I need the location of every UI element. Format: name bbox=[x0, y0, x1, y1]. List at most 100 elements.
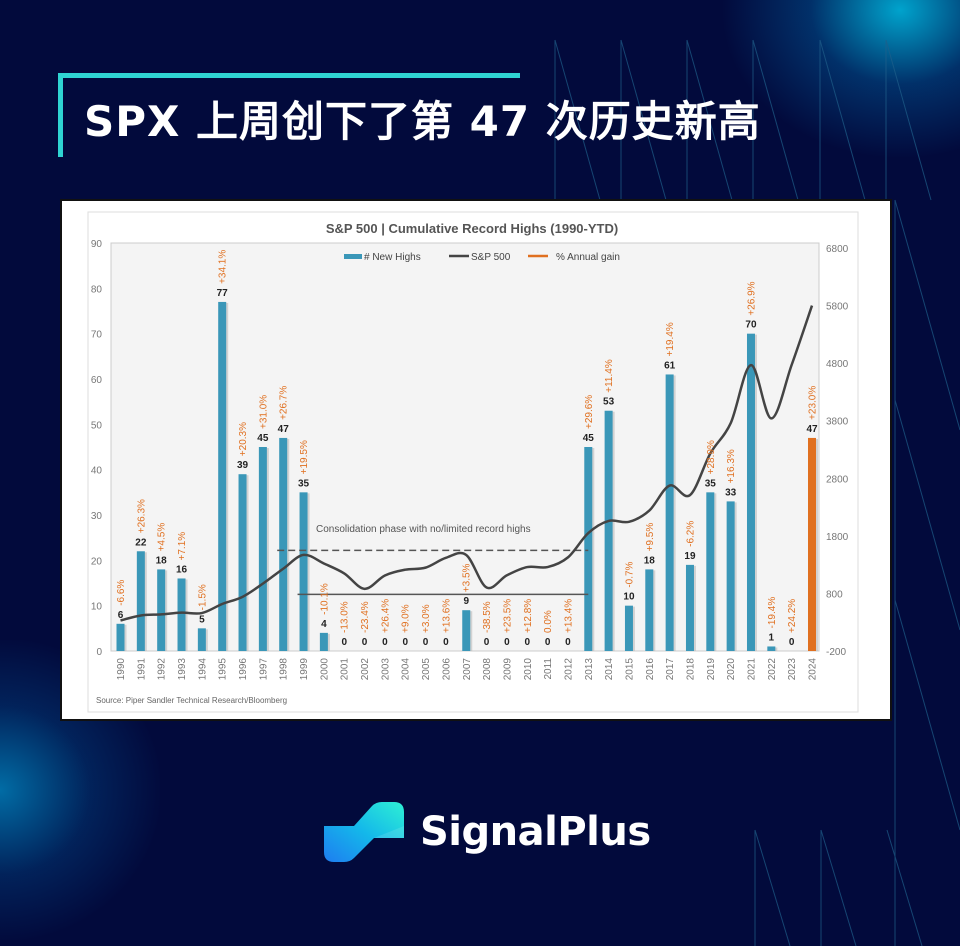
annual-gain-label: +24.2% bbox=[787, 599, 798, 633]
x-axis-year-label: 2022 bbox=[767, 658, 778, 681]
signalplus-logo: SignalPlus bbox=[320, 800, 651, 864]
left-axis-tick: 50 bbox=[91, 420, 103, 431]
bar-value-label: 0 bbox=[423, 637, 429, 648]
bar-value-label: 0 bbox=[524, 637, 530, 648]
x-axis-year-label: 1994 bbox=[197, 658, 208, 681]
annual-gain-label: +13.4% bbox=[563, 599, 574, 633]
legend-label-sp500: S&P 500 bbox=[471, 252, 511, 263]
x-axis-year-label: 1997 bbox=[258, 658, 269, 681]
chart-legend: # New Highs S&P 500 % Annual gain bbox=[344, 252, 620, 263]
x-axis-year-label: 2017 bbox=[665, 658, 676, 681]
x-axis-year-label: 2024 bbox=[808, 658, 819, 681]
annual-gain-label: +26.7% bbox=[279, 386, 290, 420]
annual-gain-label: +29.6% bbox=[584, 395, 595, 429]
annual-gain-label: +3.5% bbox=[462, 563, 473, 592]
bar bbox=[258, 447, 267, 651]
bar bbox=[604, 410, 613, 651]
signalplus-logo-text: SignalPlus bbox=[420, 809, 651, 855]
left-axis-tick: 60 bbox=[91, 375, 103, 386]
x-axis-year-label: 2008 bbox=[482, 658, 493, 681]
bar-value-label: 19 bbox=[684, 551, 696, 562]
title-accent-bar bbox=[58, 73, 520, 78]
right-axis-tick: 6800 bbox=[826, 244, 849, 255]
bar-value-label: 45 bbox=[583, 433, 595, 444]
bar-value-label: 22 bbox=[135, 537, 147, 548]
right-axis-tick: 5800 bbox=[826, 302, 849, 313]
x-axis-year-label: 1999 bbox=[299, 658, 310, 681]
annual-gain-label: +31.0% bbox=[258, 395, 269, 429]
bar-value-label: 33 bbox=[725, 487, 737, 498]
bar-value-label: 0 bbox=[545, 637, 551, 648]
annual-gain-label: +26.3% bbox=[136, 499, 147, 533]
x-axis-year-label: 2001 bbox=[340, 658, 351, 681]
annual-gain-label: +13.6% bbox=[441, 599, 452, 633]
x-axis-year-label: 2015 bbox=[624, 658, 635, 681]
left-axis-tick: 40 bbox=[91, 466, 103, 477]
annual-gain-labels: -6.6% +26.3% +4.5% +7.1% -1.5% +34.1% +20.3% +3… bbox=[116, 250, 819, 633]
bar-value-label: 4 bbox=[321, 619, 327, 630]
x-axis-year-label: 2005 bbox=[421, 658, 432, 681]
bar-value-label: 35 bbox=[705, 478, 717, 489]
bar-value-label: 61 bbox=[664, 360, 676, 371]
annual-gain-label: +28.9% bbox=[706, 440, 717, 474]
bar bbox=[177, 578, 186, 651]
bar-value-label: 1 bbox=[769, 632, 775, 643]
annual-gain-label: -6.2% bbox=[685, 521, 696, 547]
x-axis-year-label: 2018 bbox=[685, 658, 696, 681]
annual-gain-label: +26.9% bbox=[746, 281, 757, 315]
annual-gain-label: +4.5% bbox=[157, 523, 168, 552]
bar bbox=[767, 646, 776, 651]
annual-gain-label: 0.0% bbox=[543, 610, 554, 633]
right-axis-tick: 3800 bbox=[826, 417, 849, 428]
annual-gain-label: +26.4% bbox=[380, 599, 391, 633]
annual-gain-label: -10.1% bbox=[319, 583, 330, 615]
left-axis-tick: 90 bbox=[91, 239, 103, 250]
right-axis-tick: 800 bbox=[826, 589, 843, 600]
x-axis-year-label: 2011 bbox=[543, 658, 554, 680]
annual-gain-label: +23.5% bbox=[502, 599, 513, 633]
x-axis-year-label: 2016 bbox=[645, 658, 656, 681]
bar-value-label: 18 bbox=[644, 555, 656, 566]
x-axis-year-labels: 1990 1991 1992 1993 1994 1995 1996 1997 1998 1999… bbox=[116, 658, 819, 681]
x-axis-year-label: 2019 bbox=[706, 658, 717, 681]
bar-value-label: 10 bbox=[623, 592, 635, 603]
x-axis-year-label: 2010 bbox=[523, 658, 534, 681]
bar bbox=[665, 374, 674, 651]
bar bbox=[238, 474, 247, 651]
right-axis-tick: 2800 bbox=[826, 474, 849, 485]
bar-value-label: 0 bbox=[443, 637, 449, 648]
bar bbox=[462, 610, 471, 651]
bar-value-label: 16 bbox=[176, 564, 188, 575]
bar bbox=[746, 333, 755, 651]
annual-gain-label: +16.3% bbox=[726, 449, 737, 483]
legend-label-new-highs: # New Highs bbox=[364, 252, 421, 263]
bar-value-label: 0 bbox=[504, 637, 510, 648]
right-y-axis: -200 800 1800 2800 3800 4800 5800 6800 bbox=[826, 244, 849, 658]
x-axis-year-label: 1992 bbox=[157, 658, 168, 681]
x-axis-year-label: 2009 bbox=[502, 658, 513, 681]
plot-area bbox=[110, 242, 820, 652]
background-glow-top-right bbox=[720, 0, 960, 160]
sp500-line bbox=[120, 305, 814, 622]
annual-gain-label: -19.4% bbox=[767, 597, 778, 629]
legend-label-annual-gain: % Annual gain bbox=[556, 252, 620, 263]
left-axis-tick: 10 bbox=[91, 602, 103, 613]
consolidation-annotation: Consolidation phase with no/limited reco… bbox=[316, 524, 531, 535]
x-axis-year-label: 1990 bbox=[116, 658, 127, 681]
right-axis-tick: 1800 bbox=[826, 532, 849, 543]
x-axis-year-label: 2002 bbox=[360, 658, 371, 681]
bar-value-label: 70 bbox=[745, 320, 757, 331]
x-axis-year-label: 1995 bbox=[218, 658, 229, 681]
left-axis-tick: 80 bbox=[91, 284, 103, 295]
x-axis-year-label: 2020 bbox=[726, 658, 737, 681]
x-axis-year-label: 1991 bbox=[136, 658, 147, 681]
bar bbox=[279, 437, 288, 651]
annual-gain-label: -38.5% bbox=[482, 601, 493, 633]
x-axis-year-label: 2021 bbox=[746, 658, 757, 681]
x-axis-year-label: 2023 bbox=[787, 658, 798, 681]
title-accent-bar-vertical bbox=[58, 73, 63, 157]
bar bbox=[726, 501, 735, 651]
bar bbox=[319, 632, 328, 651]
